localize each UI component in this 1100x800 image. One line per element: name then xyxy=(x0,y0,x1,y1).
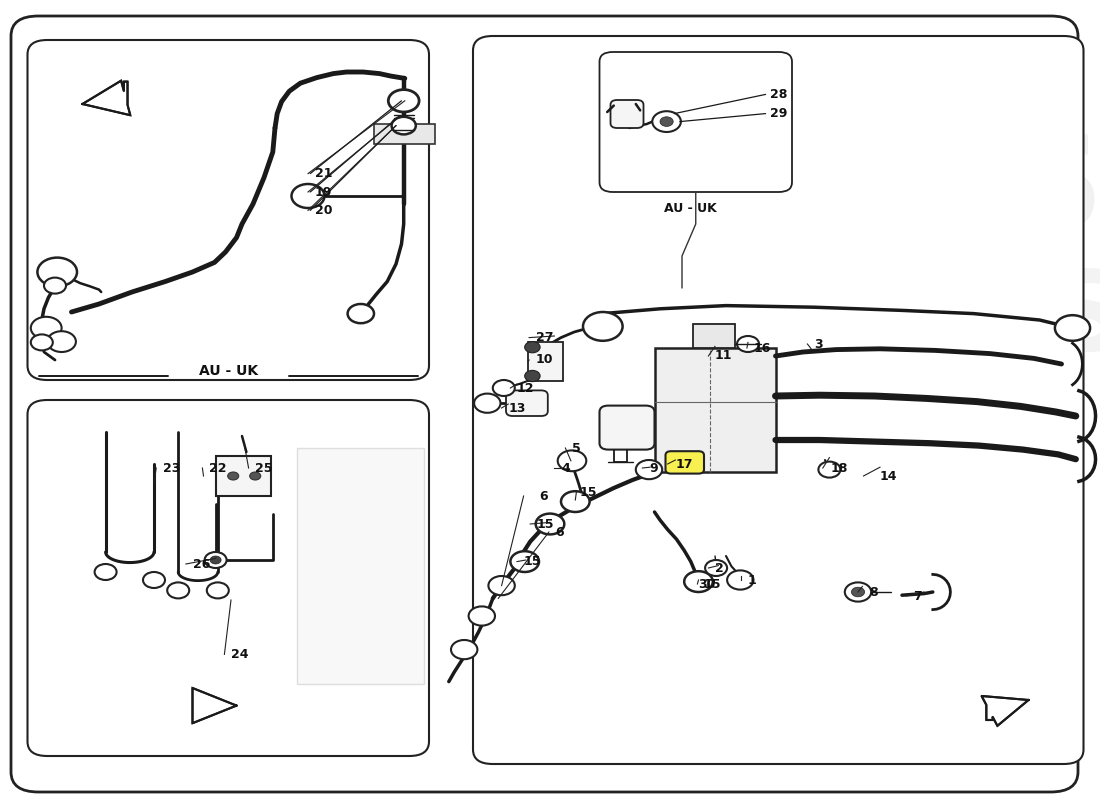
FancyBboxPatch shape xyxy=(693,324,735,348)
Text: 5: 5 xyxy=(572,442,581,454)
Text: 9: 9 xyxy=(649,462,658,474)
Text: 8: 8 xyxy=(869,586,878,598)
Circle shape xyxy=(167,582,189,598)
Circle shape xyxy=(228,472,239,480)
Circle shape xyxy=(348,304,374,323)
Circle shape xyxy=(561,491,590,512)
FancyBboxPatch shape xyxy=(11,16,1078,792)
Polygon shape xyxy=(82,81,130,115)
Circle shape xyxy=(207,582,229,598)
Text: 4: 4 xyxy=(561,462,570,474)
Polygon shape xyxy=(981,696,1028,726)
Polygon shape xyxy=(192,688,236,723)
Text: 6: 6 xyxy=(539,490,548,502)
FancyBboxPatch shape xyxy=(216,456,271,496)
FancyBboxPatch shape xyxy=(473,36,1084,764)
Text: 14: 14 xyxy=(880,470,898,482)
Text: 15: 15 xyxy=(580,486,597,498)
Circle shape xyxy=(737,336,759,352)
FancyBboxPatch shape xyxy=(610,100,643,128)
Circle shape xyxy=(727,570,754,590)
FancyBboxPatch shape xyxy=(654,348,776,472)
Circle shape xyxy=(636,460,662,479)
Circle shape xyxy=(47,331,76,352)
FancyBboxPatch shape xyxy=(28,40,429,380)
Circle shape xyxy=(292,184,324,208)
Circle shape xyxy=(392,117,416,134)
Circle shape xyxy=(652,111,681,132)
Text: 24: 24 xyxy=(231,648,249,661)
Text: a passion for cars since 1985: a passion for cars since 1985 xyxy=(632,458,896,598)
Circle shape xyxy=(488,576,515,595)
Circle shape xyxy=(250,472,261,480)
Text: 27: 27 xyxy=(536,331,553,344)
Text: 6: 6 xyxy=(556,526,564,538)
Text: 15: 15 xyxy=(537,518,554,530)
Text: 17: 17 xyxy=(675,458,693,470)
Circle shape xyxy=(493,380,515,396)
Circle shape xyxy=(583,312,623,341)
Text: 12: 12 xyxy=(517,382,535,394)
Text: 26: 26 xyxy=(192,558,210,570)
Text: 1: 1 xyxy=(748,574,757,586)
Circle shape xyxy=(205,552,227,568)
Circle shape xyxy=(536,514,564,534)
Text: 16: 16 xyxy=(754,342,771,354)
Circle shape xyxy=(525,370,540,382)
Text: 29: 29 xyxy=(770,107,788,120)
FancyBboxPatch shape xyxy=(666,451,704,474)
Circle shape xyxy=(558,450,586,471)
Text: 20: 20 xyxy=(315,204,332,217)
Text: 13: 13 xyxy=(508,402,526,414)
Circle shape xyxy=(143,572,165,588)
Text: AU - UK: AU - UK xyxy=(199,363,258,378)
FancyBboxPatch shape xyxy=(600,406,654,450)
Circle shape xyxy=(660,117,673,126)
FancyBboxPatch shape xyxy=(374,124,434,144)
Text: 23: 23 xyxy=(163,462,180,474)
FancyBboxPatch shape xyxy=(528,342,563,381)
Text: 21: 21 xyxy=(315,167,332,180)
Text: S: S xyxy=(1009,129,1100,255)
Circle shape xyxy=(37,258,77,286)
Circle shape xyxy=(705,560,727,576)
Circle shape xyxy=(851,587,865,597)
Circle shape xyxy=(525,342,540,353)
Circle shape xyxy=(1055,315,1090,341)
Circle shape xyxy=(31,334,53,350)
Text: 7: 7 xyxy=(913,590,922,602)
Text: AU - UK: AU - UK xyxy=(664,202,716,214)
Circle shape xyxy=(210,556,221,564)
Circle shape xyxy=(845,582,871,602)
Text: 28: 28 xyxy=(770,88,788,101)
Text: 19: 19 xyxy=(315,186,332,198)
Circle shape xyxy=(510,551,539,572)
Text: 22: 22 xyxy=(209,462,227,474)
FancyBboxPatch shape xyxy=(506,390,548,416)
Circle shape xyxy=(451,640,477,659)
Text: 25: 25 xyxy=(255,462,273,474)
Text: 2: 2 xyxy=(715,562,724,574)
Circle shape xyxy=(818,462,840,478)
Circle shape xyxy=(684,571,713,592)
FancyBboxPatch shape xyxy=(600,52,792,192)
Circle shape xyxy=(31,317,62,339)
Text: 15: 15 xyxy=(704,578,722,590)
Circle shape xyxy=(474,394,500,413)
Circle shape xyxy=(469,606,495,626)
Circle shape xyxy=(44,278,66,294)
Text: 18: 18 xyxy=(830,462,848,474)
Text: 10: 10 xyxy=(536,354,553,366)
Text: 15: 15 xyxy=(524,555,541,568)
FancyBboxPatch shape xyxy=(297,448,424,684)
Circle shape xyxy=(95,564,117,580)
Text: S: S xyxy=(1049,266,1100,374)
Circle shape xyxy=(388,90,419,112)
Text: 3: 3 xyxy=(814,338,823,350)
Text: 30: 30 xyxy=(698,578,716,590)
Text: 11: 11 xyxy=(715,350,733,362)
FancyBboxPatch shape xyxy=(28,400,429,756)
